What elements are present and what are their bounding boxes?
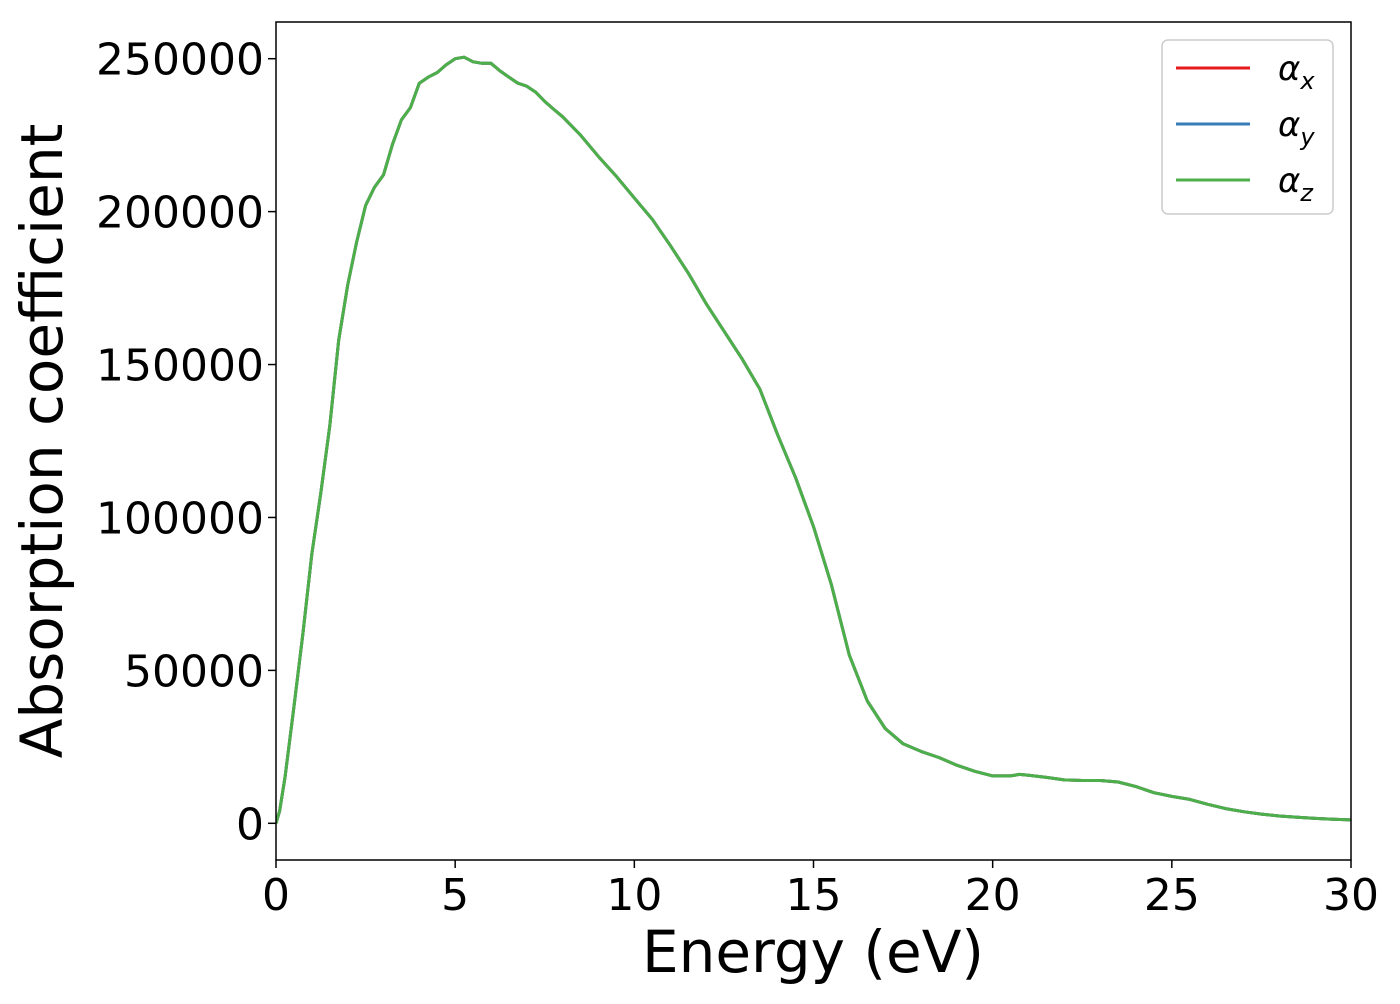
y-tick-label: 200000 [96,188,264,239]
x-tick-label: 30 [1323,870,1379,921]
series-line-z [276,55,1351,824]
legend-label-y: αy [1278,105,1315,151]
x-tick-label: 0 [262,870,290,921]
x-tick-label: 20 [965,870,1021,921]
y-tick-label: 100000 [96,493,264,544]
legend: αx αy αz [1161,39,1334,215]
series-layer [276,55,1351,824]
x-ticks: 0 5 10 15 20 25 30 [262,860,1379,921]
y-tick-label: 150000 [96,341,264,392]
legend-label-z: αz [1278,161,1314,207]
legend-label-x: αx [1278,49,1315,95]
x-tick-label: 25 [1144,870,1200,921]
x-tick-label: 10 [606,870,662,921]
legend-frame [1161,39,1334,215]
x-tick-label: 15 [786,870,842,921]
x-tick-label: 5 [441,870,469,921]
y-tick-label: 250000 [96,35,264,86]
y-axis-label: Absorption coefficient [8,124,76,759]
y-ticks: 0 50000 100000 150000 200000 250000 [96,35,276,850]
y-tick-label: 50000 [124,646,264,697]
x-axis-label: Energy (eV) [642,918,984,986]
y-tick-label: 0 [236,799,264,850]
